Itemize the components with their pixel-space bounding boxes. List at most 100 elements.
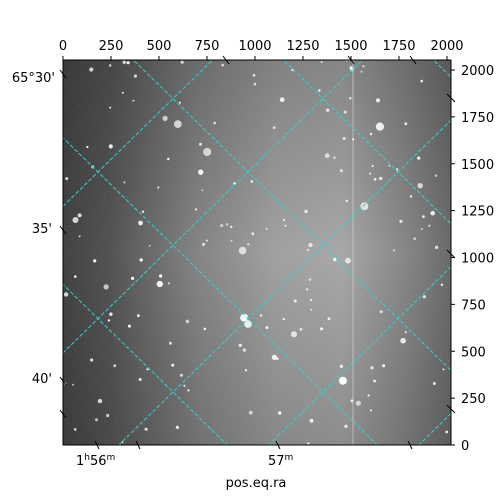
star (63, 292, 69, 297)
star (430, 210, 436, 216)
star (203, 327, 207, 331)
star (178, 101, 181, 104)
ra-grid-line (63, 60, 364, 354)
dec-grid-line (282, 60, 451, 225)
wcs-tick (59, 409, 67, 419)
ra-grid-line (118, 119, 451, 445)
star (422, 295, 426, 299)
star (247, 243, 250, 246)
top-pixel-axis: 0 250 500 750 1000 1250 1500 1750 2000 (59, 39, 464, 60)
star (320, 61, 323, 64)
star (187, 389, 190, 392)
star-field-image (63, 60, 451, 445)
star (373, 178, 377, 181)
wcs-tick (409, 55, 417, 65)
star (127, 324, 131, 328)
star (173, 120, 182, 128)
star (108, 64, 112, 67)
star (72, 217, 79, 223)
star (252, 74, 256, 77)
star (379, 176, 383, 181)
dec-grid-line (63, 283, 228, 445)
star (399, 219, 403, 223)
dec-label-3030: 65°30' (12, 71, 55, 86)
star (388, 164, 391, 167)
star (307, 442, 310, 445)
star (440, 283, 444, 286)
star (299, 327, 303, 331)
star (420, 79, 424, 83)
star (279, 97, 285, 103)
star (250, 180, 254, 183)
star (146, 368, 149, 371)
star (379, 310, 383, 314)
left-dec-axis: 65°30' 35' 40' (12, 71, 55, 387)
star (194, 208, 198, 211)
star (141, 210, 145, 213)
star (123, 181, 126, 184)
star (271, 354, 278, 360)
star (162, 115, 168, 121)
star (339, 169, 343, 173)
star (213, 121, 216, 125)
star (352, 138, 355, 141)
star (167, 157, 170, 161)
star (420, 228, 423, 230)
star (251, 232, 255, 236)
star (417, 156, 421, 160)
star (409, 195, 413, 198)
star (139, 258, 143, 262)
star (369, 132, 373, 136)
dec-label-40: 40' (32, 372, 52, 387)
star (179, 373, 183, 377)
wcs-tick (446, 93, 456, 103)
star (333, 156, 336, 159)
star (360, 202, 369, 211)
top-axis-tick-label: 1250 (286, 39, 319, 54)
star (121, 441, 124, 444)
star (159, 274, 163, 278)
star (338, 376, 347, 385)
star (225, 223, 229, 226)
ra-label-1h56m: 1h56m (76, 453, 115, 469)
star (432, 382, 436, 385)
star (77, 213, 82, 218)
right-axis-tick-label: 1250 (461, 205, 494, 220)
star (282, 219, 285, 221)
star (344, 424, 348, 428)
star (89, 67, 94, 72)
plot-frame (62, 59, 452, 446)
star (362, 65, 365, 68)
star (203, 147, 212, 157)
right-axis-tick-label: 1500 (461, 158, 494, 173)
star (156, 280, 163, 288)
star (422, 215, 425, 219)
star (113, 364, 117, 368)
star (201, 189, 204, 192)
star (376, 98, 380, 103)
wcs-tick (59, 225, 67, 235)
star (310, 308, 313, 311)
star (284, 224, 287, 227)
star (350, 399, 354, 403)
top-axis-tick-label: 1500 (334, 39, 367, 54)
top-axis-tick-label: 1750 (382, 39, 415, 54)
top-axis-tick-label: 750 (195, 39, 220, 54)
star (221, 63, 225, 67)
star (244, 369, 248, 372)
star (97, 398, 103, 404)
star (198, 169, 204, 175)
star (103, 284, 109, 290)
wcs-tick (275, 440, 281, 450)
top-axis-tick-label: 1000 (238, 39, 271, 54)
star (308, 278, 312, 281)
x-axis-title: pos.eq.ra (226, 476, 287, 491)
dec-grid-line (132, 60, 451, 372)
star (393, 249, 396, 252)
star (90, 358, 94, 362)
star (342, 137, 346, 140)
star (169, 341, 172, 345)
star (349, 66, 353, 70)
star (324, 153, 330, 159)
star (199, 142, 202, 146)
